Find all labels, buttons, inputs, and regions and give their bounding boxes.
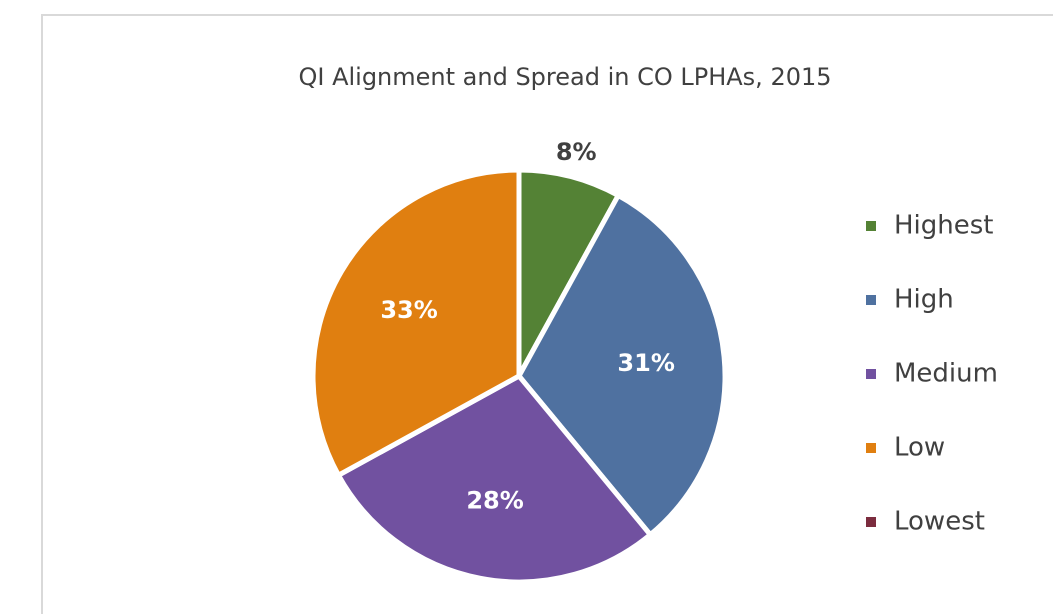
legend-label: Lowest <box>894 507 985 537</box>
data-label: 31% <box>617 349 674 377</box>
legend-swatch <box>866 295 876 305</box>
legend-label: Medium <box>894 359 998 389</box>
legend-label: Low <box>894 433 945 463</box>
legend-label: High <box>894 285 954 315</box>
legend-swatch <box>866 517 876 527</box>
pie-slice <box>335 372 654 585</box>
pie-slice <box>310 167 522 479</box>
legend-swatch <box>866 221 876 231</box>
legend-swatch <box>866 369 876 379</box>
data-label: 8% <box>556 138 597 166</box>
data-label: 33% <box>380 296 437 324</box>
legend-swatch <box>866 443 876 453</box>
pie-slice <box>515 192 728 539</box>
chart-title: QI Alignment and Spread in CO LPHAs, 201… <box>298 63 831 91</box>
legend-label: Highest <box>894 211 994 241</box>
data-label: 28% <box>466 486 523 514</box>
